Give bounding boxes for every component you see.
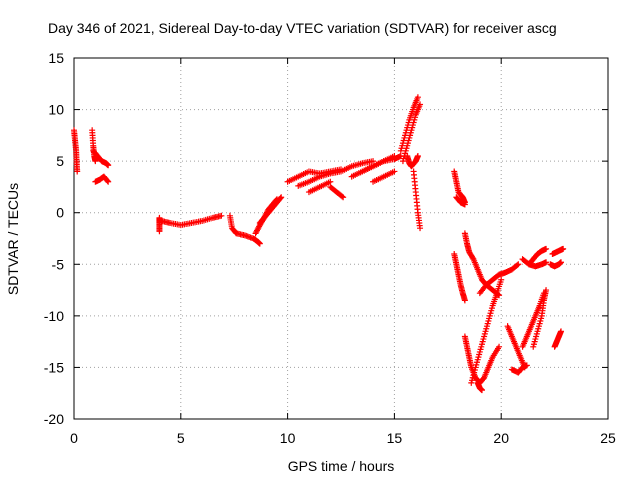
data-point bbox=[104, 177, 111, 184]
y-tick-labels: -20 -15 -10 -5 0 5 10 15 bbox=[44, 50, 64, 427]
data-point bbox=[543, 287, 550, 294]
data-point bbox=[523, 362, 530, 369]
y-tick-label: 10 bbox=[48, 102, 64, 118]
y-tick-label: -10 bbox=[44, 308, 64, 324]
data-point bbox=[391, 168, 398, 175]
data-point bbox=[558, 259, 565, 266]
data-point bbox=[515, 261, 522, 268]
data-point bbox=[558, 328, 565, 335]
data-point bbox=[92, 158, 99, 165]
data-point bbox=[498, 276, 505, 283]
data-point bbox=[417, 101, 424, 108]
x-tick-label: 20 bbox=[493, 430, 509, 446]
data-point bbox=[543, 245, 550, 252]
data-point bbox=[560, 245, 567, 252]
y-tick-label: -5 bbox=[52, 256, 65, 272]
data-point bbox=[514, 262, 521, 269]
data-point bbox=[414, 152, 421, 159]
data-point bbox=[339, 193, 346, 200]
x-tick-label: 25 bbox=[600, 430, 616, 446]
data-point bbox=[256, 240, 263, 247]
y-tick-label: 0 bbox=[56, 205, 64, 221]
data-point bbox=[74, 168, 81, 175]
x-tick-label: 5 bbox=[177, 430, 185, 446]
x-tick-label: 0 bbox=[70, 430, 78, 446]
grid-lines bbox=[74, 58, 608, 419]
data-point bbox=[461, 201, 468, 208]
data-point bbox=[278, 194, 285, 201]
data-points bbox=[71, 94, 567, 394]
x-tick-labels: 0 5 10 15 20 25 bbox=[70, 430, 616, 446]
data-point bbox=[461, 297, 468, 304]
x-axis-label: GPS time / hours bbox=[288, 458, 395, 474]
data-point bbox=[105, 162, 112, 169]
data-point bbox=[370, 158, 377, 165]
y-tick-label: 5 bbox=[56, 153, 64, 169]
data-point bbox=[543, 259, 550, 266]
y-tick-label: -20 bbox=[44, 411, 64, 427]
data-point bbox=[496, 343, 503, 350]
data-point bbox=[218, 212, 225, 219]
x-tick-label: 15 bbox=[387, 430, 403, 446]
data-point bbox=[417, 225, 424, 232]
data-point bbox=[156, 228, 163, 235]
data-point bbox=[277, 195, 284, 202]
data-point bbox=[340, 194, 347, 201]
plot-frame bbox=[73, 57, 609, 420]
x-tick-label: 10 bbox=[280, 430, 296, 446]
chart-title: Day 346 of 2021, Sidereal Day-to-day VTE… bbox=[48, 20, 557, 36]
data-point bbox=[414, 94, 421, 101]
data-point bbox=[327, 178, 334, 185]
data-point bbox=[105, 178, 112, 185]
axis-ticks bbox=[73, 57, 609, 420]
y-axis-label: SDTVAR / TECUs bbox=[5, 183, 21, 295]
y-tick-label: -15 bbox=[44, 359, 64, 375]
data-point bbox=[478, 387, 485, 394]
y-tick-label: 15 bbox=[48, 50, 64, 66]
